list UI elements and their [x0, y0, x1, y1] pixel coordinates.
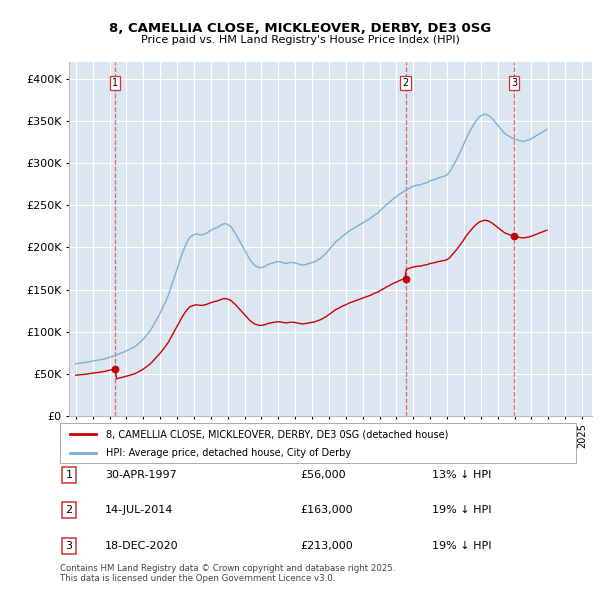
- Text: 19% ↓ HPI: 19% ↓ HPI: [432, 506, 491, 515]
- Text: 18-DEC-2020: 18-DEC-2020: [105, 541, 179, 550]
- Text: Price paid vs. HM Land Registry's House Price Index (HPI): Price paid vs. HM Land Registry's House …: [140, 35, 460, 45]
- Text: 30-APR-1997: 30-APR-1997: [105, 470, 177, 480]
- Text: £163,000: £163,000: [300, 506, 353, 515]
- Text: 13% ↓ HPI: 13% ↓ HPI: [432, 470, 491, 480]
- Text: £213,000: £213,000: [300, 541, 353, 550]
- Text: Contains HM Land Registry data © Crown copyright and database right 2025.
This d: Contains HM Land Registry data © Crown c…: [60, 563, 395, 583]
- Text: £56,000: £56,000: [300, 470, 346, 480]
- Text: 2: 2: [65, 506, 73, 515]
- Text: HPI: Average price, detached house, City of Derby: HPI: Average price, detached house, City…: [106, 448, 352, 458]
- Text: 8, CAMELLIA CLOSE, MICKLEOVER, DERBY, DE3 0SG: 8, CAMELLIA CLOSE, MICKLEOVER, DERBY, DE…: [109, 22, 491, 35]
- Text: 3: 3: [65, 541, 73, 550]
- Text: 8, CAMELLIA CLOSE, MICKLEOVER, DERBY, DE3 0SG (detached house): 8, CAMELLIA CLOSE, MICKLEOVER, DERBY, DE…: [106, 430, 449, 440]
- Text: 14-JUL-2014: 14-JUL-2014: [105, 506, 173, 515]
- Text: 19% ↓ HPI: 19% ↓ HPI: [432, 541, 491, 550]
- Text: 3: 3: [511, 78, 517, 88]
- Text: 1: 1: [65, 470, 73, 480]
- Text: 1: 1: [112, 78, 118, 88]
- Text: 2: 2: [403, 78, 409, 88]
